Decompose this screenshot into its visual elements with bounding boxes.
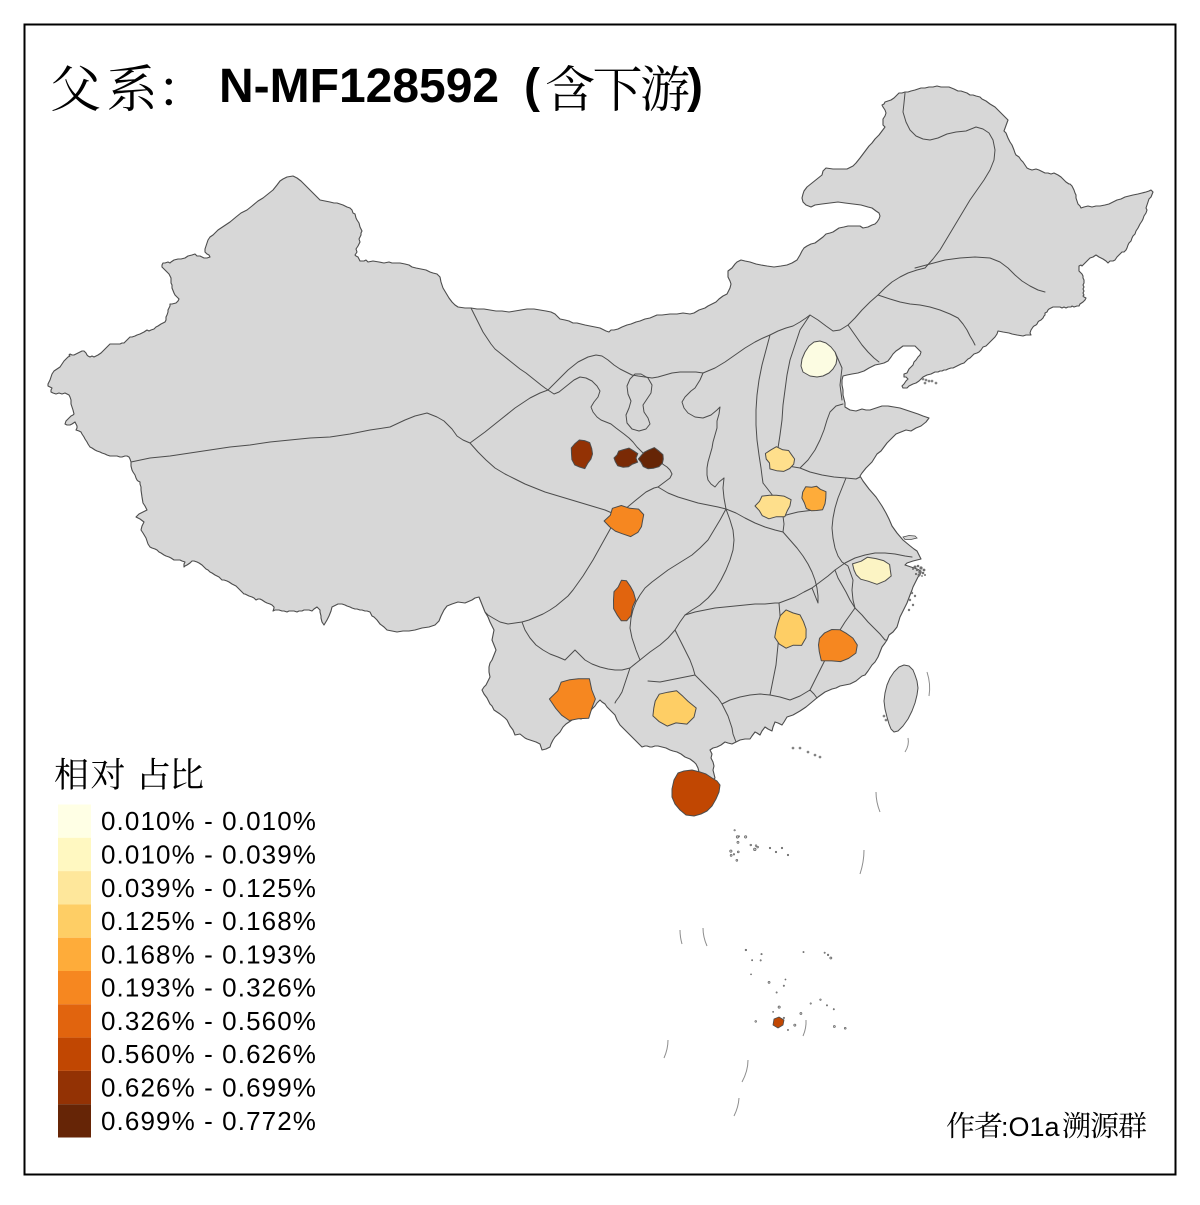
svg-text:0.039% - 0.125%: 0.039% - 0.125% [101, 873, 317, 903]
svg-text:0.326% - 0.560%: 0.326% - 0.560% [101, 1006, 317, 1036]
svg-text:N-MF128592: N-MF128592 [219, 60, 499, 113]
svg-text:0.125% - 0.168%: 0.125% - 0.168% [101, 906, 317, 936]
svg-text:0.168% - 0.193%: 0.168% - 0.193% [101, 939, 317, 969]
svg-text:0.010% - 0.039%: 0.010% - 0.039% [101, 839, 317, 869]
svg-text:0.560% - 0.626%: 0.560% - 0.626% [101, 1039, 317, 1069]
svg-text:(: ( [524, 60, 540, 113]
svg-text:): ) [687, 60, 703, 113]
svg-text:0.010% - 0.010%: 0.010% - 0.010% [101, 806, 317, 836]
svg-text:0.699% - 0.772%: 0.699% - 0.772% [101, 1106, 317, 1136]
svg-text:0.193% - 0.326%: 0.193% - 0.326% [101, 973, 317, 1003]
svg-text:0.626% - 0.699%: 0.626% - 0.699% [101, 1073, 317, 1103]
svg-text::O1a: :O1a [1001, 1112, 1061, 1142]
